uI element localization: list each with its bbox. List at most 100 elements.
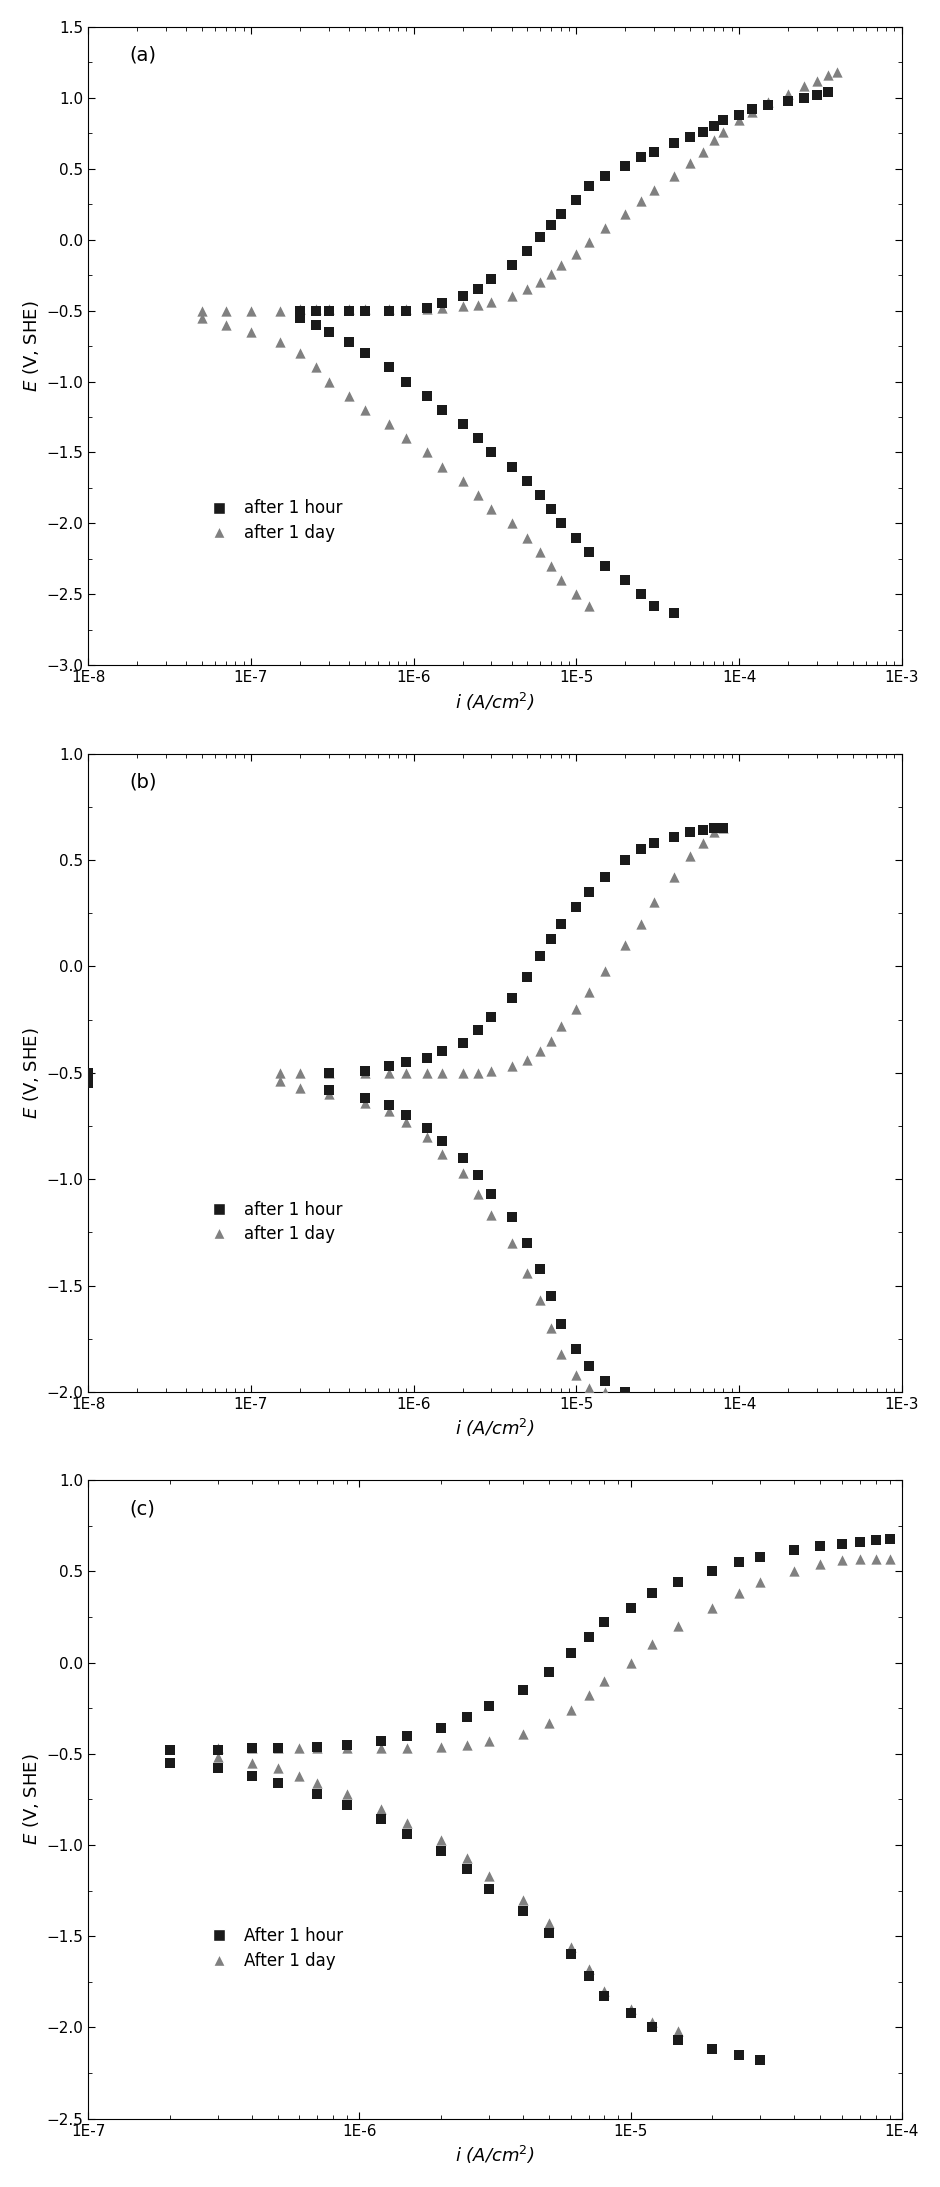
Point <box>597 1973 612 2008</box>
Point <box>321 315 337 350</box>
Point <box>243 293 258 328</box>
Point <box>244 1730 259 1765</box>
Point <box>218 293 233 328</box>
Point <box>504 1201 519 1236</box>
Point <box>163 1732 178 1767</box>
Point <box>581 1677 596 1712</box>
Point <box>272 1056 287 1091</box>
Point <box>381 350 396 385</box>
Point <box>321 291 337 326</box>
Point <box>272 324 287 359</box>
Point <box>399 1098 414 1133</box>
Point <box>321 363 337 398</box>
Point <box>400 1730 415 1765</box>
Point <box>471 477 486 512</box>
Point <box>481 1723 496 1758</box>
Point <box>520 521 535 555</box>
Point <box>271 1752 286 1787</box>
Point <box>310 1776 325 1811</box>
Point <box>460 1728 475 1763</box>
Point <box>310 1730 325 1765</box>
Point <box>357 391 372 426</box>
Point <box>292 291 307 326</box>
Point <box>339 1730 354 1765</box>
Point <box>435 448 450 483</box>
Point <box>597 1664 612 1699</box>
Point <box>310 1730 325 1765</box>
Point <box>520 234 535 269</box>
Point <box>471 1157 486 1192</box>
Legend: after 1 hour, after 1 day: after 1 hour, after 1 day <box>202 1201 342 1242</box>
Point <box>399 1045 414 1080</box>
Point <box>515 1894 530 1929</box>
Point <box>533 265 548 300</box>
Point <box>520 464 535 499</box>
Point <box>211 1730 226 1765</box>
Point <box>484 999 499 1034</box>
Point <box>834 1544 849 1579</box>
Point <box>780 83 795 118</box>
Point <box>520 271 535 306</box>
Point <box>357 1080 372 1115</box>
Point <box>419 1056 434 1091</box>
Point <box>504 280 519 315</box>
Point <box>435 1056 450 1091</box>
Point <box>696 824 711 859</box>
Point <box>481 1872 496 1907</box>
Point <box>813 1529 828 1564</box>
Point <box>553 247 568 282</box>
Point <box>582 975 597 1010</box>
Point <box>569 577 584 612</box>
Point <box>484 1054 499 1089</box>
Legend: after 1 hour, after 1 day: after 1 hour, after 1 day <box>202 499 342 542</box>
Point <box>553 1306 568 1341</box>
Point <box>553 505 568 540</box>
Point <box>623 1992 638 2027</box>
Point <box>647 824 662 859</box>
Point <box>541 1653 556 1688</box>
Point <box>696 133 711 168</box>
Point <box>504 505 519 540</box>
Point <box>399 1104 414 1139</box>
Point <box>569 890 584 925</box>
Point <box>373 1730 388 1765</box>
Point <box>618 927 633 962</box>
Point <box>433 1730 448 1765</box>
Point <box>520 1043 535 1078</box>
Point <box>455 280 470 315</box>
Point <box>647 133 662 168</box>
Point <box>484 492 499 527</box>
Point <box>821 74 836 109</box>
Point <box>0 1741 14 1776</box>
Point <box>634 831 649 866</box>
Point <box>597 1605 612 1640</box>
Point <box>834 1527 849 1562</box>
Point <box>292 1056 307 1091</box>
Point <box>809 77 824 112</box>
Point <box>292 300 307 335</box>
Point <box>272 1063 287 1098</box>
Point <box>598 859 613 894</box>
Point <box>598 954 613 989</box>
Point <box>399 293 414 328</box>
Point <box>582 168 597 203</box>
Point <box>471 1013 486 1048</box>
Point <box>780 77 795 112</box>
Point <box>308 350 323 385</box>
Point <box>520 960 535 995</box>
Point <box>543 208 558 243</box>
Point <box>543 492 558 527</box>
Point <box>381 1087 396 1122</box>
Point <box>211 1732 226 1767</box>
Point <box>435 1124 450 1159</box>
Point <box>339 1776 354 1811</box>
Point <box>271 1730 286 1765</box>
Point <box>682 816 697 851</box>
Point <box>623 1995 638 2030</box>
Point <box>195 300 210 335</box>
Point <box>381 407 396 442</box>
Point <box>645 1577 660 1612</box>
Point <box>373 1802 388 1837</box>
Point <box>563 1693 578 1728</box>
Point <box>308 293 323 328</box>
